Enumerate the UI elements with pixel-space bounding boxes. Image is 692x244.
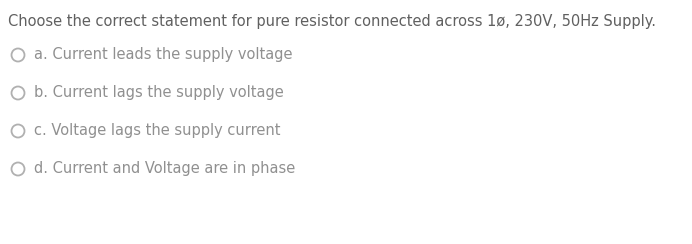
Text: a. Current leads the supply voltage: a. Current leads the supply voltage <box>34 48 293 62</box>
Text: d. Current and Voltage are in phase: d. Current and Voltage are in phase <box>34 162 295 176</box>
Text: b. Current lags the supply voltage: b. Current lags the supply voltage <box>34 85 284 101</box>
Text: c. Voltage lags the supply current: c. Voltage lags the supply current <box>34 123 280 139</box>
Text: Choose the correct statement for pure resistor connected across 1ø, 230V, 50Hz S: Choose the correct statement for pure re… <box>8 14 656 29</box>
